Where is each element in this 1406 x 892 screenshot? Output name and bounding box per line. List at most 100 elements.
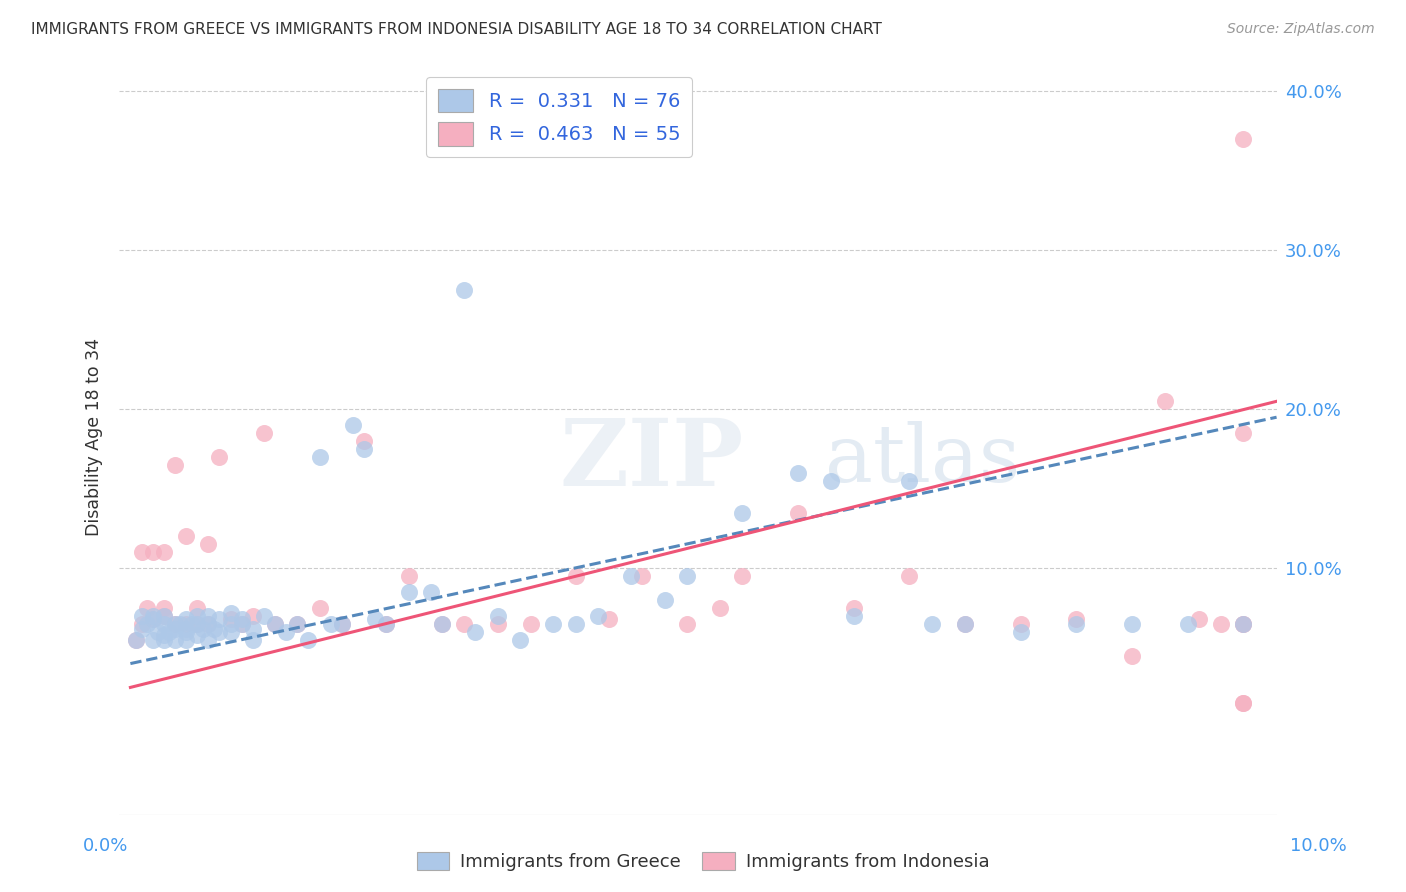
Point xyxy=(186,628,208,642)
Point xyxy=(1064,612,1087,626)
Point xyxy=(242,608,264,623)
Point xyxy=(842,601,865,615)
Point xyxy=(197,616,219,631)
Point xyxy=(1232,696,1254,710)
Point xyxy=(1064,616,1087,631)
Point xyxy=(342,418,364,433)
Point xyxy=(285,616,308,631)
Point xyxy=(353,434,375,448)
Point xyxy=(197,632,219,647)
Point xyxy=(152,608,174,623)
Point xyxy=(219,616,242,631)
Point xyxy=(174,529,197,543)
Point xyxy=(675,569,697,583)
Point xyxy=(152,628,174,642)
Point xyxy=(486,616,509,631)
Point xyxy=(308,450,330,464)
Point xyxy=(242,632,264,647)
Point xyxy=(142,612,165,626)
Point xyxy=(330,616,353,631)
Point xyxy=(231,616,253,631)
Point xyxy=(1154,394,1177,409)
Point xyxy=(419,585,441,599)
Text: Source: ZipAtlas.com: Source: ZipAtlas.com xyxy=(1227,22,1375,37)
Point xyxy=(464,624,486,639)
Point xyxy=(1232,616,1254,631)
Point xyxy=(654,593,676,607)
Point xyxy=(219,624,242,639)
Point xyxy=(219,612,242,626)
Point xyxy=(709,601,731,615)
Point xyxy=(486,608,509,623)
Point xyxy=(398,585,420,599)
Point xyxy=(353,442,375,456)
Point xyxy=(197,537,219,551)
Point xyxy=(242,622,264,636)
Point xyxy=(598,612,620,626)
Point xyxy=(163,616,186,631)
Point xyxy=(197,616,219,631)
Text: 0.0%: 0.0% xyxy=(83,837,128,855)
Point xyxy=(1232,616,1254,631)
Point xyxy=(180,616,202,631)
Point xyxy=(125,632,148,647)
Point xyxy=(208,450,231,464)
Point xyxy=(163,622,186,636)
Point xyxy=(1188,612,1211,626)
Point xyxy=(308,601,330,615)
Point xyxy=(1121,616,1143,631)
Point xyxy=(152,545,174,559)
Legend: Immigrants from Greece, Immigrants from Indonesia: Immigrants from Greece, Immigrants from … xyxy=(409,845,997,879)
Point xyxy=(174,624,197,639)
Point xyxy=(564,569,586,583)
Point xyxy=(142,612,165,626)
Point xyxy=(921,616,943,631)
Point xyxy=(142,545,165,559)
Y-axis label: Disability Age 18 to 34: Disability Age 18 to 34 xyxy=(86,338,103,536)
Point xyxy=(231,612,253,626)
Text: atlas: atlas xyxy=(825,421,1021,499)
Point xyxy=(219,606,242,620)
Point xyxy=(509,632,531,647)
Point xyxy=(787,506,810,520)
Point xyxy=(1232,696,1254,710)
Point xyxy=(453,616,475,631)
Point xyxy=(197,608,219,623)
Point xyxy=(1232,132,1254,146)
Point xyxy=(631,569,654,583)
Point xyxy=(136,601,159,615)
Point xyxy=(1121,648,1143,663)
Point xyxy=(319,616,342,631)
Point xyxy=(285,616,308,631)
Point xyxy=(142,632,165,647)
Point xyxy=(136,616,159,631)
Point xyxy=(131,616,153,631)
Text: 10.0%: 10.0% xyxy=(1291,837,1347,855)
Point xyxy=(231,616,253,631)
Text: ZIP: ZIP xyxy=(560,415,744,505)
Point xyxy=(620,569,643,583)
Point xyxy=(1177,616,1199,631)
Point xyxy=(842,608,865,623)
Point xyxy=(398,569,420,583)
Point xyxy=(731,506,754,520)
Point xyxy=(264,616,287,631)
Point xyxy=(564,616,586,631)
Point xyxy=(163,458,186,472)
Point xyxy=(191,622,214,636)
Point xyxy=(675,616,697,631)
Point xyxy=(330,616,353,631)
Point xyxy=(202,622,225,636)
Point xyxy=(453,283,475,297)
Point xyxy=(375,616,398,631)
Point xyxy=(898,474,921,488)
Point xyxy=(125,632,148,647)
Point xyxy=(820,474,842,488)
Point xyxy=(163,616,186,631)
Point xyxy=(1232,616,1254,631)
Point xyxy=(152,616,174,631)
Point xyxy=(131,622,153,636)
Point xyxy=(264,616,287,631)
Point xyxy=(208,612,231,626)
Point xyxy=(208,624,231,639)
